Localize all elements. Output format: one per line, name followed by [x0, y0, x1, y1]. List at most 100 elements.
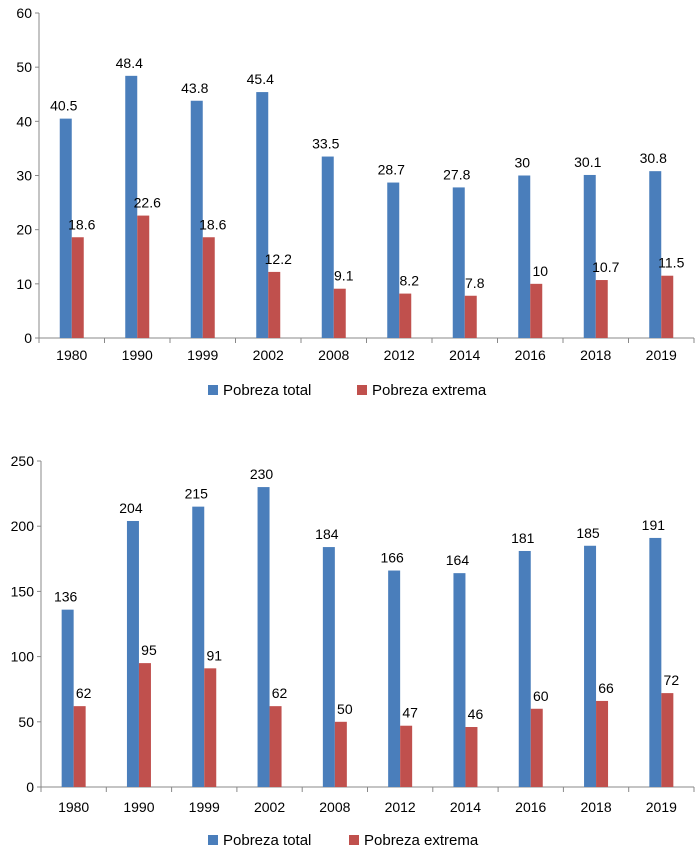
bar-pobreza-extrema [269, 706, 282, 787]
y-tick-label: 0 [24, 330, 32, 346]
data-label-pobreza-total: 164 [446, 552, 470, 568]
data-label-pobreza-extrema: 11.5 [658, 255, 684, 271]
bar-pobreza-total [453, 573, 466, 787]
data-label-pobreza-extrema: 10 [532, 263, 548, 279]
data-label-pobreza-extrema: 22.6 [134, 195, 161, 211]
data-label-pobreza-total: 30.1 [574, 154, 601, 170]
x-tick-label: 2012 [385, 799, 416, 815]
y-tick-label: 50 [16, 59, 32, 75]
data-label-pobreza-extrema: 60 [533, 688, 549, 704]
data-label-pobreza-extrema: 18.6 [68, 216, 95, 232]
x-tick-label: 2019 [646, 799, 677, 815]
legend: Pobreza total Pobreza extrema [208, 832, 479, 849]
bar-pobreza-total [518, 175, 531, 338]
data-label-pobreza-total: 191 [642, 517, 666, 533]
y-tick-label: 150 [11, 583, 35, 599]
data-label-pobreza-total: 45.4 [247, 71, 274, 87]
bar-pobreza-extrema [204, 668, 217, 787]
bar-pobreza-total [518, 550, 531, 787]
data-label-pobreza-total: 40.5 [50, 98, 77, 114]
legend-swatch-pobreza-extrema [349, 835, 359, 845]
bar-pobreza-total [61, 609, 74, 787]
legend-swatch-pobreza-total [208, 835, 218, 845]
x-tick-label: 1999 [189, 799, 220, 815]
bar-pobreza-extrema [596, 700, 609, 787]
data-label-pobreza-total: 43.8 [181, 80, 208, 96]
x-tick-label: 2014 [450, 799, 481, 815]
data-label-pobreza-extrema: 7.8 [465, 275, 485, 291]
data-label-pobreza-extrema: 62 [272, 685, 288, 701]
bar-pobreza-extrema [465, 727, 478, 787]
bar-pobreza-extrema [661, 275, 674, 338]
bar-pobreza-extrema [202, 237, 215, 338]
legend-label-pobreza-extrema: Pobreza extrema [364, 832, 479, 849]
data-label-pobreza-total: 33.5 [312, 136, 339, 152]
legend-swatch-pobreza-total [208, 385, 218, 395]
data-label-pobreza-total: 215 [185, 486, 209, 502]
x-tick-label: 1999 [187, 347, 218, 363]
x-tick-label: 1980 [56, 347, 87, 363]
bar-pobreza-total [190, 100, 203, 338]
bar-pobreza-total [59, 118, 72, 338]
x-tick-label: 1990 [123, 799, 154, 815]
x-tick-label: 2016 [515, 799, 546, 815]
data-label-pobreza-total: 136 [54, 589, 78, 605]
bar-pobreza-extrema [334, 721, 347, 787]
data-label-pobreza-extrema: 50 [337, 701, 353, 717]
data-label-pobreza-total: 27.8 [443, 166, 470, 182]
bar-pobreza-total [452, 187, 465, 338]
x-tick-label: 2018 [580, 799, 611, 815]
bar-pobreza-total [192, 506, 205, 787]
bar-pobreza-extrema [71, 237, 84, 338]
bar-pobreza-extrema [530, 283, 543, 338]
data-label-pobreza-extrema: 12.2 [265, 251, 292, 267]
data-label-pobreza-total: 30 [514, 155, 530, 171]
bar-pobreza-extrema [138, 663, 151, 787]
data-label-pobreza-total: 28.7 [378, 162, 405, 178]
y-tick-label: 200 [11, 518, 35, 534]
bar-pobreza-extrema [399, 293, 412, 338]
data-label-pobreza-extrema: 47 [402, 705, 418, 721]
data-label-pobreza-extrema: 66 [598, 680, 614, 696]
x-tick-label: 2002 [254, 799, 285, 815]
bar-pobreza-extrema [400, 725, 413, 787]
data-label-pobreza-extrema: 72 [664, 672, 680, 688]
data-label-pobreza-extrema: 18.6 [199, 216, 226, 232]
chart-1: 0 10 20 30 40 50 60 1980 40.5 18.6 1990 48.4 22.6 199… [16, 5, 695, 399]
chart-2: 0501001502002501980136621990204951999215… [11, 453, 695, 849]
data-label-pobreza-extrema: 8.2 [400, 273, 420, 289]
legend-label-pobreza-extrema: Pobreza extrema [372, 382, 487, 399]
bar-pobreza-extrema [661, 693, 674, 787]
y-tick-label: 40 [16, 113, 32, 129]
x-tick-label: 2008 [318, 347, 349, 363]
data-label-pobreza-extrema: 10.7 [592, 259, 619, 275]
data-label-pobreza-extrema: 46 [468, 706, 484, 722]
x-tick-label: 2012 [384, 347, 415, 363]
x-tick-label: 2016 [515, 347, 546, 363]
data-label-pobreza-total: 30.8 [640, 150, 667, 166]
bar-pobreza-total [257, 487, 270, 787]
data-label-pobreza-extrema: 62 [76, 685, 92, 701]
bar-pobreza-total [125, 75, 138, 338]
legend-label-pobreza-total: Pobreza total [223, 382, 311, 399]
data-label-pobreza-extrema: 9.1 [334, 268, 354, 284]
bar-pobreza-total [256, 92, 269, 338]
bar-pobreza-total [321, 156, 334, 338]
data-label-pobreza-total: 166 [380, 550, 404, 566]
bar-pobreza-extrema [268, 271, 281, 338]
legend: Pobreza total Pobreza extrema [208, 382, 487, 399]
bar-pobreza-total [126, 520, 139, 787]
y-tick-label: 0 [26, 779, 34, 795]
y-tick-label: 60 [16, 5, 32, 21]
bar-pobreza-extrema [73, 706, 86, 787]
x-tick-label: 1980 [58, 799, 89, 815]
bar-pobreza-total [649, 537, 662, 787]
x-tick-label: 2008 [319, 799, 350, 815]
data-label-pobreza-total: 181 [511, 530, 535, 546]
data-label-pobreza-total: 48.4 [116, 55, 143, 71]
bar-pobreza-extrema [595, 280, 608, 338]
bar-pobreza-total [322, 547, 335, 787]
y-tick-label: 30 [16, 168, 32, 184]
x-tick-label: 2002 [253, 347, 284, 363]
bar-pobreza-total [584, 545, 597, 787]
